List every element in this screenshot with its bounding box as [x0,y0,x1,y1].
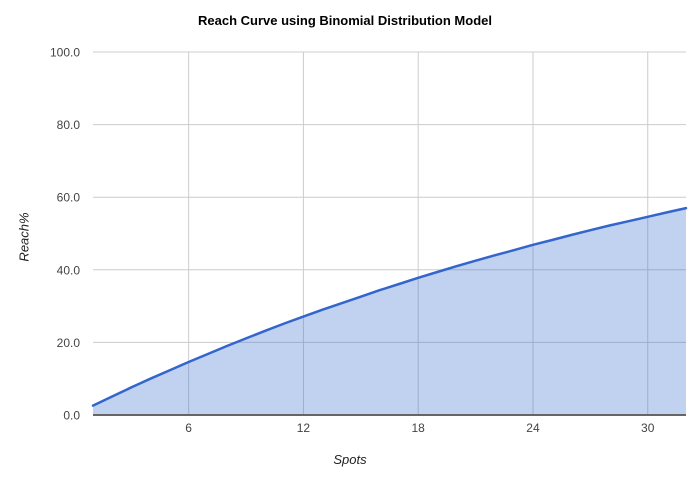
x-axis-title: Spots [333,452,367,467]
reach-line [91,206,688,407]
x-tick-label: 6 [185,421,192,435]
y-tick-label: 40.0 [57,263,81,277]
y-tick-label: 20.0 [57,336,81,350]
x-tick-label: 24 [526,421,540,435]
y-tick-label: 0.0 [63,409,80,423]
x-tick-label: 18 [412,421,426,435]
y-tick-label: 80.0 [57,118,81,132]
y-tick-label: 60.0 [57,191,81,205]
x-tick-label: 12 [297,421,311,435]
y-axis-title: Reach% [16,212,32,262]
x-tick-label: 30 [641,421,655,435]
reach-area-fill [93,208,686,415]
chart-title: Reach Curve using Binomial Distribution … [198,13,492,28]
y-tick-label: 100.0 [50,46,80,60]
